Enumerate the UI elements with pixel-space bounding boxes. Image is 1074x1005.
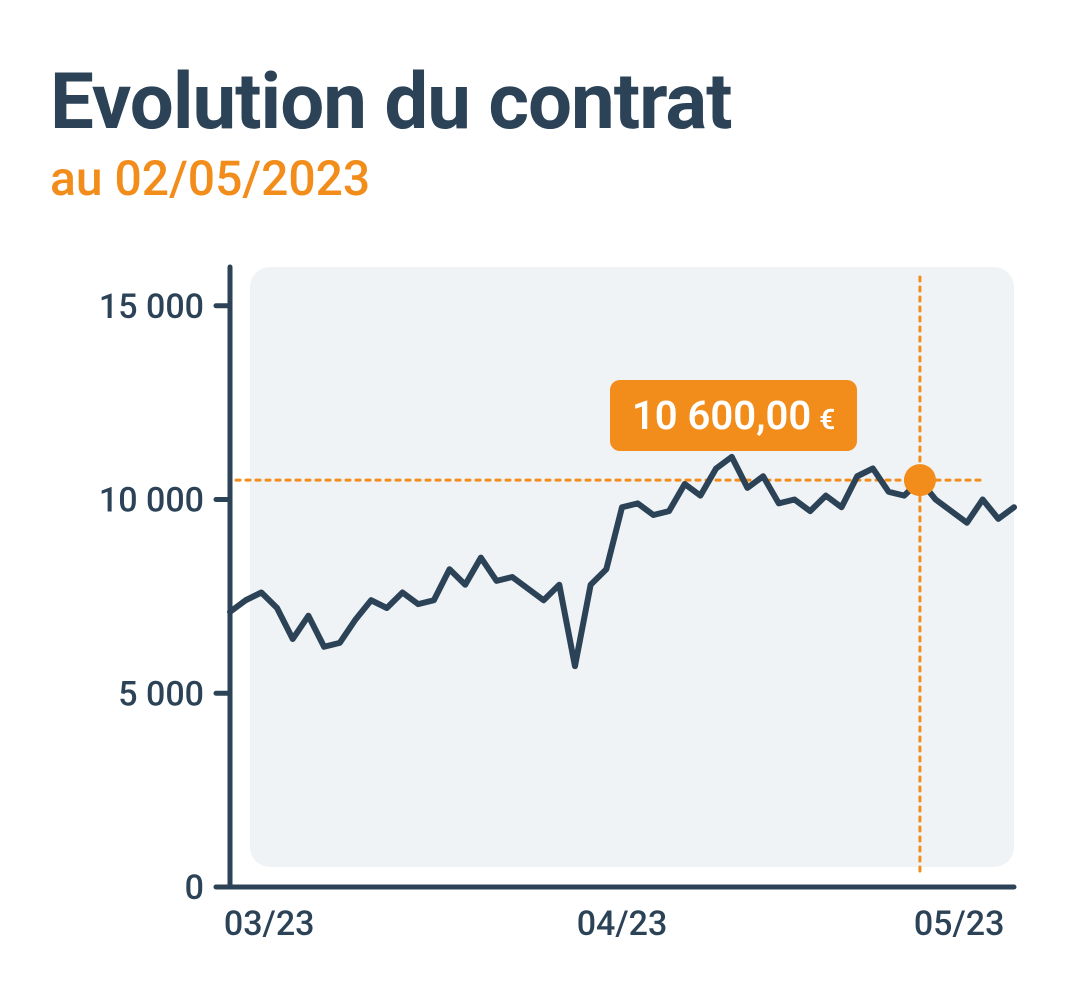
svg-text:15 000: 15 000 (99, 287, 204, 327)
tooltip-value: 10 600,00 (632, 392, 811, 439)
chart-container: 0 5 000 10 000 15 000 03/23 04/23 05/23 10 600… (50, 257, 1024, 957)
svg-text:5 000: 5 000 (118, 674, 204, 714)
svg-text:03/23: 03/23 (224, 904, 315, 944)
tooltip-currency: € (819, 403, 835, 436)
svg-text:0: 0 (185, 868, 204, 908)
svg-text:04/23: 04/23 (577, 904, 668, 944)
card-subtitle: au 02/05/2023 (50, 150, 1024, 207)
card-title: Evolution du contrat (50, 60, 1024, 146)
svg-text:10 000: 10 000 (99, 480, 204, 520)
value-tooltip: 10 600,00 € (610, 380, 857, 451)
svg-text:05/23: 05/23 (914, 904, 1005, 944)
line-chart: 0 5 000 10 000 15 000 03/23 04/23 05/23 (50, 257, 1024, 957)
contract-evolution-card: Evolution du contrat au 02/05/2023 0 5 00… (0, 0, 1074, 1005)
